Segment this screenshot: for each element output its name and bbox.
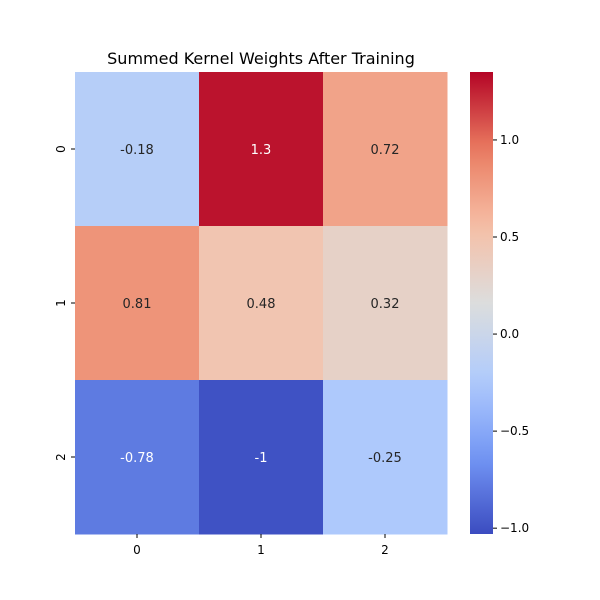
colorbar: −1.0 −0.5 0.0 0.5 1.0 <box>470 72 529 535</box>
heatmap-cell <box>75 226 200 381</box>
heatmap-cell <box>323 380 448 535</box>
y-axis: 0 1 2 <box>54 145 75 461</box>
heatmap-cell <box>323 226 448 381</box>
cell-annotation: -0.18 <box>120 143 154 158</box>
heatmap-cell <box>199 72 324 227</box>
cell-annotation: 0.72 <box>371 143 400 158</box>
x-tick-label: 0 <box>133 543 141 557</box>
colorbar-tick-label: 0.5 <box>500 230 519 244</box>
y-tick-label: 2 <box>54 453 68 461</box>
cell-annotation: 0.48 <box>247 297 276 312</box>
y-tick-label: 1 <box>54 299 68 307</box>
colorbar-tick-label: −1.0 <box>500 521 529 535</box>
colorbar-tick-label: −0.5 <box>500 424 529 438</box>
heatmap-cells: -0.18 1.3 0.72 0.81 0.48 0.32 -0.78 -1 -0.25 <box>75 72 448 535</box>
colorbar-tick-label: 1.0 <box>500 133 519 147</box>
cell-annotation: -0.25 <box>368 451 402 466</box>
cell-annotation: -0.78 <box>120 451 154 466</box>
heatmap-cell <box>323 72 448 227</box>
colorbar-tick-label: 0.0 <box>500 327 519 341</box>
heatmap-cell <box>199 226 324 381</box>
cell-annotation: -1 <box>255 451 268 466</box>
x-tick-label: 2 <box>381 543 389 557</box>
heatmap-cell <box>75 380 200 535</box>
heatmap-cell <box>75 72 200 227</box>
x-axis: 0 1 2 <box>133 534 389 557</box>
x-tick-label: 1 <box>257 543 265 557</box>
y-tick-label: 0 <box>54 145 68 153</box>
cell-annotation: 0.32 <box>371 297 400 312</box>
colorbar-scale <box>470 72 493 534</box>
cell-annotation: 1.3 <box>251 143 272 158</box>
chart-title: Summed Kernel Weights After Training <box>107 49 415 68</box>
heatmap-cell <box>199 380 324 535</box>
cell-annotation: 0.81 <box>123 297 152 312</box>
